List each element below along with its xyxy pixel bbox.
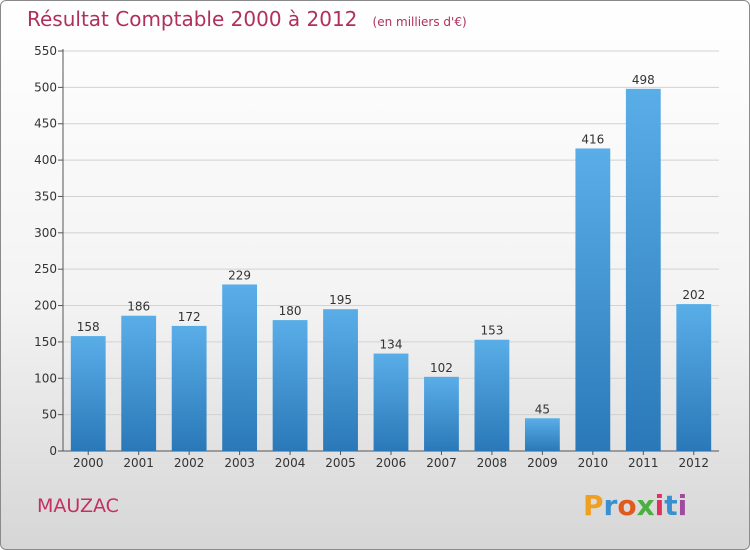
commune-name: MAUZAC [37, 495, 119, 517]
bar-2010 [575, 148, 611, 452]
logo-letter: o [617, 489, 637, 522]
chart-title: Résultat Comptable 2000 à 2012 [27, 7, 358, 31]
x-tick-label-2009: 2009 [527, 456, 558, 470]
x-tick-label-2004: 2004 [275, 456, 306, 470]
y-tick-label: 100 [34, 371, 57, 385]
value-label-2003: 229 [228, 268, 251, 282]
bar-2005 [323, 309, 358, 451]
x-tick-label-2008: 2008 [477, 456, 508, 470]
logo-letter: r [603, 489, 618, 522]
labels: 0 50 100 150 200 250 300 350 400 450 500 550 158 2000… [34, 44, 709, 470]
logo-letter: t [664, 489, 678, 522]
value-label-2007: 102 [430, 361, 453, 375]
value-label-2010: 416 [581, 132, 604, 146]
y-tick-label: 150 [34, 335, 57, 349]
y-tick-label: 200 [34, 299, 57, 313]
value-label-2004: 180 [279, 304, 302, 318]
value-label-2002: 172 [178, 310, 201, 324]
logo-letter: i [654, 489, 665, 522]
bar-2006 [373, 353, 409, 451]
value-label-2006: 134 [380, 338, 403, 352]
proxiti-logo[interactable]: Proxiti [583, 489, 687, 522]
x-tick-label-2007: 2007 [426, 456, 457, 470]
value-label-2001: 186 [127, 300, 150, 314]
bar-2003 [222, 284, 258, 451]
x-tick-label-2011: 2011 [628, 456, 659, 470]
x-tick-label-2012: 2012 [678, 456, 709, 470]
x-tick-label-2002: 2002 [174, 456, 205, 470]
x-tick-label-2010: 2010 [578, 456, 609, 470]
logo-letter: P [583, 489, 604, 522]
bar-2002 [171, 325, 207, 451]
value-label-2005: 195 [329, 293, 352, 307]
bar-2001 [121, 315, 157, 451]
value-label-2000: 158 [77, 320, 100, 334]
value-label-2009: 45 [535, 402, 550, 416]
bar-2000 [70, 336, 106, 451]
chart-header: Résultat Comptable 2000 à 2012 (en milli… [27, 7, 467, 31]
x-tick-label-2003: 2003 [224, 456, 255, 470]
bars [70, 88, 712, 452]
y-tick-label: 450 [34, 117, 57, 131]
bar-2004 [272, 320, 308, 451]
bar-2009 [524, 418, 560, 451]
value-label-2012: 202 [682, 288, 705, 302]
y-tick-label: 300 [34, 226, 57, 240]
bar-2012 [676, 304, 712, 451]
value-label-2011: 498 [632, 73, 655, 87]
y-tick-label: 0 [49, 444, 57, 458]
y-tick-label: 550 [34, 44, 57, 58]
value-label-2008: 153 [480, 324, 503, 338]
y-tick-label: 50 [42, 408, 57, 422]
bar-2008 [474, 339, 510, 451]
x-tick-label-2000: 2000 [73, 456, 104, 470]
logo-letter: i [677, 489, 688, 522]
y-tick-label: 350 [34, 189, 57, 203]
y-tick-label: 500 [34, 80, 57, 94]
bar-2007 [424, 376, 459, 451]
y-tick-label: 250 [34, 262, 57, 276]
bar-2011 [625, 88, 661, 452]
y-tick-label: 400 [34, 153, 57, 167]
logo-letter: x [636, 489, 655, 522]
x-tick-label-2001: 2001 [123, 456, 154, 470]
chart-subtitle: (en milliers d'€) [372, 15, 467, 29]
x-tick-label-2006: 2006 [376, 456, 407, 470]
x-tick-label-2005: 2005 [325, 456, 356, 470]
